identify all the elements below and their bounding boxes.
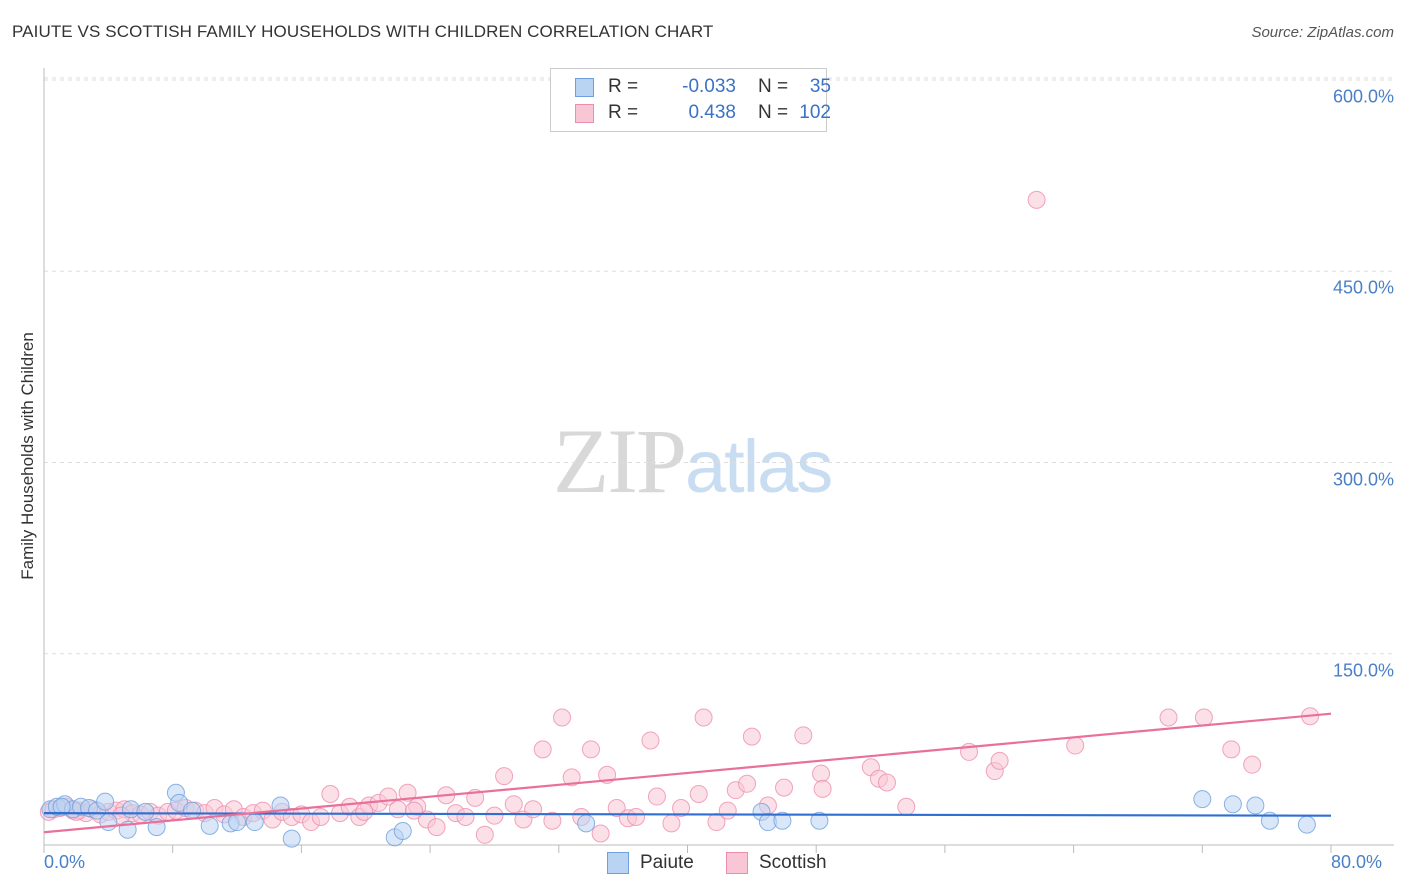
scottish-point — [1159, 708, 1178, 727]
scottish-swatch — [575, 104, 594, 123]
scottish-point — [738, 774, 757, 793]
scottish-legend-label: Scottish — [759, 852, 827, 873]
y-tick-label: 300.0% — [1332, 469, 1394, 489]
chart-title: PAIUTE VS SCOTTISH FAMILY HOUSEHOLDS WIT… — [12, 22, 714, 41]
scottish-point — [427, 818, 446, 837]
scottish-point — [877, 773, 896, 792]
scottish-point — [543, 811, 562, 830]
scottish-point — [813, 779, 832, 798]
legend-scottish-n: 102 — [799, 102, 831, 123]
legend-paiute-n: 35 — [809, 76, 831, 97]
paiute-point — [773, 811, 792, 830]
legend-scottish-r: 0.438 — [688, 102, 736, 123]
scottish-point — [672, 799, 691, 818]
paiute-point — [1246, 796, 1265, 815]
paiute-point — [52, 797, 71, 816]
y-tick-label: 600.0% — [1332, 86, 1394, 107]
scottish-legend-swatch — [726, 852, 748, 874]
paiute-point — [136, 802, 155, 821]
scottish-point — [742, 727, 761, 746]
y-tick-label: 450.0% — [1332, 277, 1394, 298]
paiute-points — [41, 783, 1316, 848]
x-tick-label-max: 80.0% — [1331, 852, 1383, 872]
scottish-point — [524, 800, 543, 819]
source-credit: Source: ZipAtlas.com — [1251, 24, 1394, 41]
legend-r-label: R = — [608, 76, 639, 97]
scottish-point — [388, 800, 407, 819]
paiute-point — [99, 813, 118, 832]
paiute-point — [577, 814, 596, 833]
scottish-point — [311, 807, 330, 826]
legend-paiute-r: -0.033 — [682, 76, 736, 97]
scottish-point — [405, 801, 424, 820]
paiute-point — [200, 816, 219, 835]
scottish-point — [581, 740, 600, 759]
scottish-point — [456, 807, 475, 826]
scottish-point — [607, 799, 626, 818]
scottish-point — [897, 797, 916, 816]
scottish-point — [1243, 755, 1262, 774]
scottish-point — [591, 824, 610, 843]
scottish-point — [398, 783, 417, 802]
scottish-point — [647, 787, 666, 806]
scottish-point — [485, 806, 504, 825]
paiute-point — [1297, 815, 1316, 834]
scottish-point — [990, 751, 1009, 770]
scottish-point — [504, 795, 523, 814]
scottish-point — [1194, 708, 1213, 727]
grid-layer — [44, 77, 1394, 655]
scottish-point — [775, 778, 794, 797]
scottish-point — [641, 731, 660, 750]
paiute-legend-label: Paiute — [640, 852, 694, 873]
scottish-point — [689, 785, 708, 803]
paiute-point — [810, 811, 829, 830]
scottish-point — [662, 814, 681, 833]
legend-r-label: R = — [608, 102, 639, 123]
x-tick-label-min: 0.0% — [44, 852, 86, 872]
scottish-points — [39, 190, 1320, 844]
paiute-point — [183, 801, 202, 820]
scottish-point — [627, 807, 646, 826]
scottish-point — [1222, 740, 1241, 759]
scottish-point — [794, 726, 813, 745]
scottish-point — [475, 825, 494, 844]
paiute-point — [1193, 790, 1212, 809]
paiute-point — [393, 821, 412, 840]
scottish-point — [533, 740, 552, 759]
scottish-point — [812, 764, 831, 783]
legend-n-label: N = — [758, 102, 789, 123]
scottish-point — [553, 708, 572, 727]
scottish-trend-line — [43, 712, 1332, 834]
scottish-point — [321, 785, 340, 803]
paiute-point — [282, 829, 301, 848]
paiute-swatch — [575, 78, 594, 97]
watermark-zip: ZIP — [553, 410, 687, 512]
axis-layer — [43, 68, 1394, 853]
paiute-point — [1223, 795, 1242, 814]
paiute-point — [245, 813, 264, 832]
watermark-atlas: atlas — [685, 425, 833, 508]
y-tick-label: 150.0% — [1332, 660, 1394, 681]
scottish-point — [562, 768, 581, 787]
scottish-point — [355, 802, 374, 821]
trend-lines — [43, 712, 1332, 834]
scottish-point — [495, 767, 514, 786]
legend-n-label: N = — [758, 76, 789, 97]
paiute-legend-swatch — [607, 852, 629, 874]
watermark: ZIPatlas — [553, 408, 833, 514]
scottish-point — [1066, 736, 1085, 755]
scottish-point — [1027, 190, 1046, 209]
scottish-point — [718, 801, 737, 820]
paiute-point — [96, 792, 115, 811]
scottish-point — [694, 708, 713, 727]
correlation-legend: R = -0.033 N = 35 R = 0.438 N = 102 — [550, 68, 831, 132]
